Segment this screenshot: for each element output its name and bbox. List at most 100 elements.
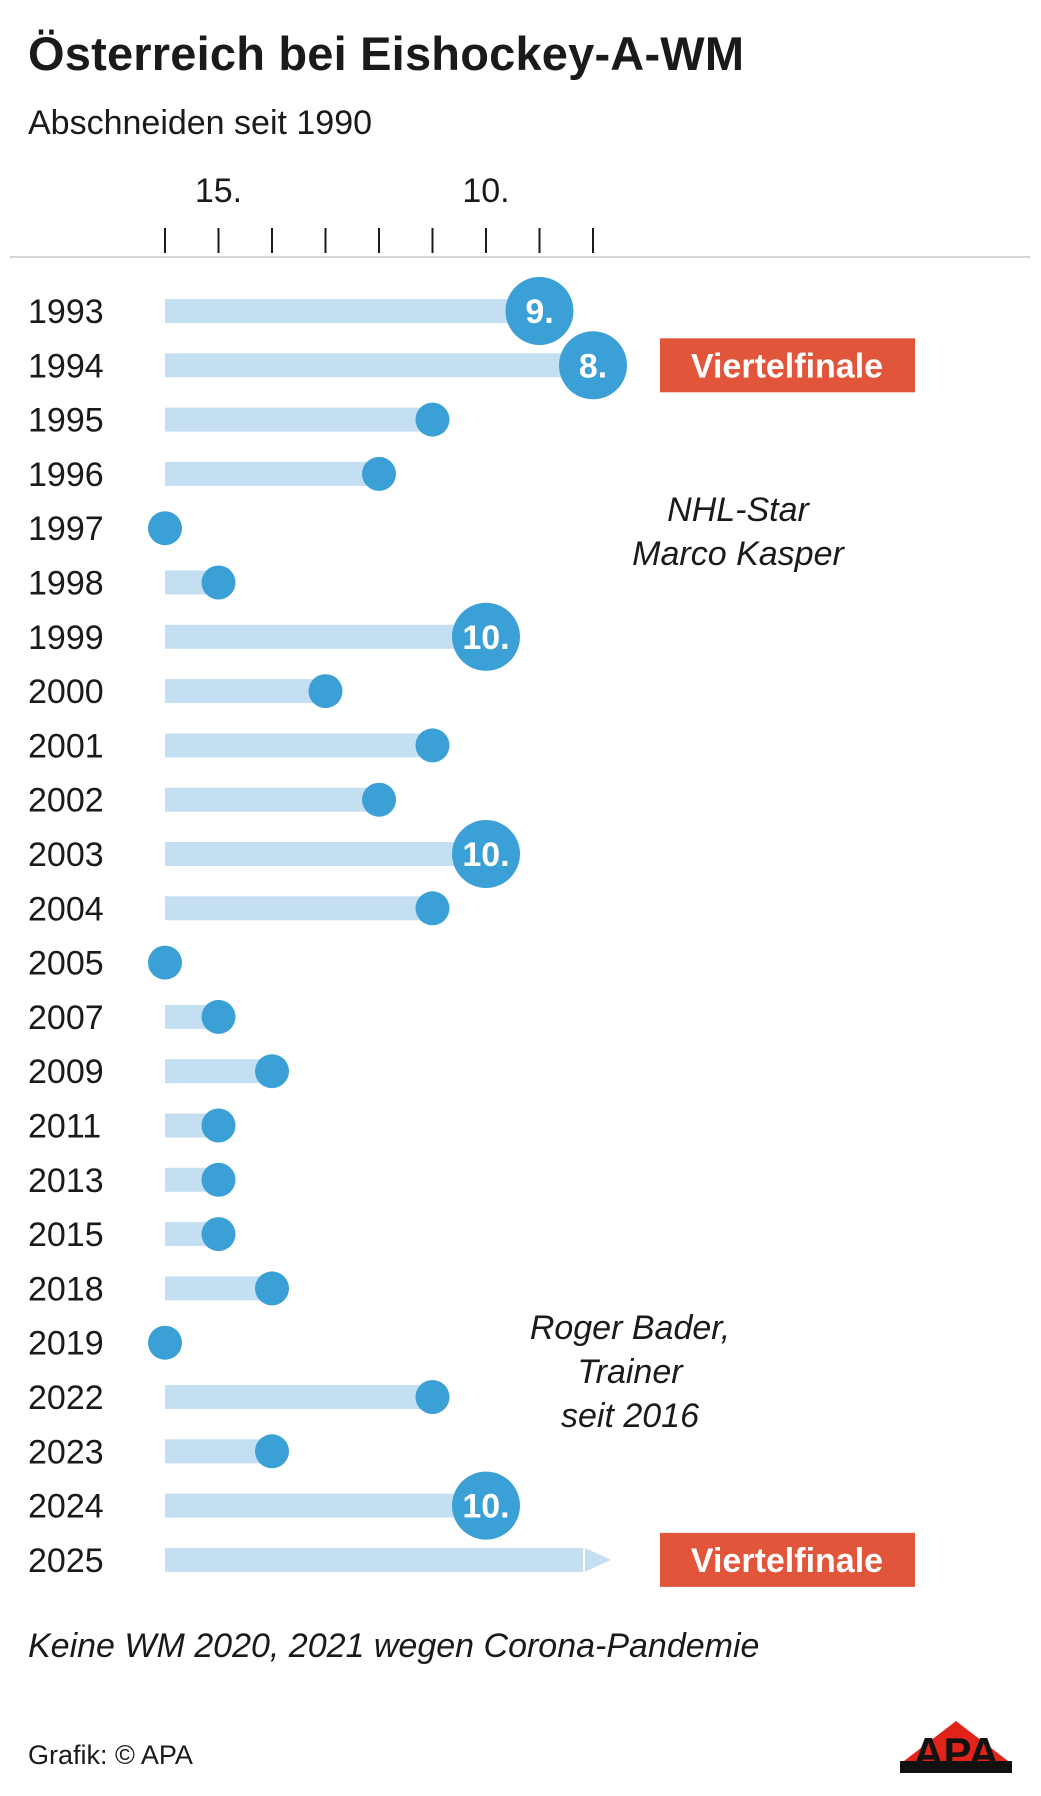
bar [165,299,540,323]
placement-label: 10. [462,836,509,874]
year-label: 1993 [28,293,104,331]
placement-dot [255,1434,289,1469]
bar [165,679,326,704]
bar [165,842,486,866]
row-1999: 1999 10. [28,602,520,671]
year-label: 2022 [28,1379,104,1417]
x-axis: 15. 10. [10,172,1030,258]
row-1995: 1995 [28,402,450,440]
year-label: 2011 [28,1108,101,1146]
quarterfinal-badge-text: Viertelfinale [691,1542,883,1580]
bar [165,1439,272,1464]
placement-dot [201,1217,236,1252]
placement-dot [148,1325,182,1360]
tick-label: 15. [195,172,242,210]
placement-dot [201,565,236,600]
chart-title: Österreich bei Eishockey-A-WM [28,27,745,80]
bar [165,1276,272,1301]
row-2004: 2004 [28,890,450,928]
year-label: 1995 [28,402,104,440]
placement-dot [255,1054,289,1089]
year-label: 2025 [28,1542,104,1580]
placement-label: 10. [462,619,509,657]
row-2023: 2023 [28,1433,289,1471]
placement-dot [452,820,520,888]
bar [165,407,433,432]
placement-dot [559,331,627,400]
placement-dot [505,277,574,345]
placement-dot [452,1471,520,1540]
bar [165,1385,433,1409]
row-1993: 1993 9. [28,277,574,345]
row-1997: 1997 [28,510,182,548]
year-label: 2023 [28,1433,104,1471]
row-1996: 1996 [28,456,396,494]
placement-dot [148,945,182,980]
bar [165,461,379,486]
logo-roof [904,1721,1008,1761]
placement-dot [415,1380,450,1414]
bar [165,733,433,758]
year-label: 2015 [28,1216,104,1254]
row-2013: 2013 [28,1162,236,1200]
year-label: 2007 [28,999,104,1037]
placement-dot [201,999,236,1034]
year-label: 2004 [28,890,104,928]
year-label: 2005 [28,945,104,983]
footnote: Keine WM 2020, 2021 wegen Corona-Pandemi… [28,1627,760,1665]
row-2003: 2003 10. [28,820,520,888]
bar-arrow [585,1547,611,1572]
placement-dot [452,602,520,671]
year-label: 2024 [28,1488,104,1526]
row-2005: 2005 [28,945,182,983]
bar [165,1493,486,1518]
year-label: 1998 [28,565,104,603]
placement-dot [255,1271,289,1306]
player-caption: Marco Kasper [632,535,845,573]
year-label: 1994 [28,347,104,385]
row-1998: 1998 [28,565,236,603]
photo-captions: NHL-Star Marco Kasper Roger Bader, Trainer s… [530,491,846,1435]
placement-chart: 15. 10. 1993 9. 1994 8. Viertelfinale 1995 1996… [10,172,1030,1587]
quarterfinal-badge [660,338,915,393]
year-label: 2002 [28,782,104,820]
bar [165,624,486,649]
placement-dot [201,1162,236,1197]
year-label: 2019 [28,1325,104,1363]
row-2007: 2007 [28,999,236,1037]
year-label: 2000 [28,673,104,711]
bar [165,1059,272,1084]
row-2015: 2015 [28,1216,236,1254]
placement-dot [415,402,450,437]
coach-caption: Roger Bader, [530,1309,730,1347]
placement-dot [415,891,450,926]
year-label: 1999 [28,619,104,657]
quarterfinal-badge-text: Viertelfinale [691,347,883,385]
chart-subtitle: Abschneiden seit 1990 [28,104,373,142]
year-label: 2009 [28,1053,104,1091]
coach-caption: seit 2016 [561,1397,699,1435]
year-label: 2003 [28,836,104,874]
logo-bar [900,1761,1012,1773]
quarterfinal-badge [660,1532,915,1587]
credit-line: Grafik: © APA [28,1740,193,1770]
year-label: 1997 [28,510,104,548]
row-2024: 2024 10. [28,1471,520,1540]
placement-label: 9. [525,293,553,331]
row-2025: 2025 Viertelfinale [28,1532,915,1587]
player-caption: NHL-Star [667,491,810,529]
placement-dot [362,456,396,491]
placement-dot [308,674,343,709]
row-2011: 2011 [28,1108,236,1146]
row-2019: 2019 [28,1325,182,1363]
placement-dot [201,1108,236,1143]
row-2018: 2018 [28,1270,289,1308]
placement-dot [415,728,450,763]
row-2000: 2000 [28,673,343,711]
row-2002: 2002 [28,782,396,820]
bar [165,353,593,378]
coach-caption: Trainer [577,1353,684,1391]
row-2022: 2022 [28,1379,450,1417]
year-label: 2013 [28,1162,104,1200]
row-1994: 1994 8. Viertelfinale [28,331,915,400]
